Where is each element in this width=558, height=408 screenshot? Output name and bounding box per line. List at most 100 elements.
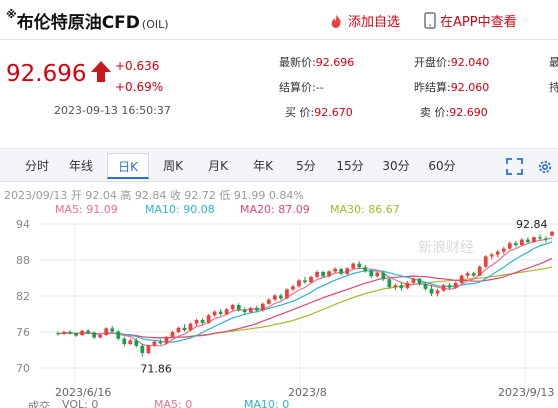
candle-body xyxy=(417,278,422,284)
candle-body xyxy=(134,340,139,346)
candle-body xyxy=(218,311,223,314)
candle-body xyxy=(110,328,115,332)
tab-yearly-k[interactable]: 年K xyxy=(253,159,273,173)
tab-daily-k[interactable]: 日K xyxy=(107,153,149,179)
candle-body xyxy=(501,248,506,252)
candle-body xyxy=(550,231,554,236)
candle-body xyxy=(56,333,60,335)
title-mark: ※ xyxy=(6,8,17,21)
ohlc-summary: 2023/09/13 开 92.04 高 92.84 收 92.72 低 91.… xyxy=(4,189,304,202)
candlestick-chart[interactable]: 94 88 82 76 70 新浪财经 92.84 71.86 2023/6/16 2023/8 2… xyxy=(0,218,558,400)
candle-body xyxy=(520,239,524,245)
tab-intraday[interactable]: 分时 xyxy=(24,159,49,173)
open-in-app-button[interactable]: 在APP中查看 xyxy=(424,11,517,30)
latest-price-label: 最新价: xyxy=(279,56,316,69)
page-title: ※布伦特原油CFD (OIL) xyxy=(6,8,169,33)
candle-body xyxy=(206,315,211,323)
volume-value: VOL: 0 xyxy=(62,398,99,408)
add-watchlist-label: 添加自选 xyxy=(348,15,401,30)
volume-ma5: MA5: 0 xyxy=(154,398,193,408)
ma5-line xyxy=(57,237,553,347)
y-tick-label: 82 xyxy=(16,290,30,303)
candle-body xyxy=(435,290,440,294)
ma30-legend: MA30: 86.67 xyxy=(330,203,400,216)
candle-body xyxy=(140,345,145,353)
flame-icon xyxy=(331,13,341,28)
tab-15min[interactable]: 15分 xyxy=(336,159,364,173)
candle-body xyxy=(447,285,452,288)
add-watchlist-button[interactable]: 添加自选 xyxy=(328,11,400,30)
candle-body xyxy=(387,279,392,287)
tab-60min[interactable]: 60分 xyxy=(428,159,456,173)
candle-body xyxy=(303,280,307,283)
prev-settle-value: 92.060 xyxy=(450,81,490,94)
candle-body xyxy=(254,308,259,311)
cut-off-field-2: 持 xyxy=(549,81,558,94)
ma10-legend: MA10: 90.08 xyxy=(145,203,215,216)
x-tick-label: 2023/9/13 xyxy=(498,386,554,399)
instrument-code: (OIL) xyxy=(141,18,169,31)
candle-body xyxy=(363,267,368,271)
candle-body xyxy=(315,272,319,277)
tab-30min[interactable]: 30分 xyxy=(382,159,410,173)
low-price-label: 71.86 xyxy=(140,363,172,376)
candle-body xyxy=(411,278,416,283)
candle-body xyxy=(423,284,428,289)
candle-body xyxy=(495,251,500,255)
y-tick-label: 70 xyxy=(16,362,30,375)
open-price-label: 开盘价: xyxy=(414,56,451,69)
candle-body xyxy=(399,285,404,289)
candle-body xyxy=(507,243,512,249)
candle-body xyxy=(489,254,494,257)
candle-body xyxy=(230,305,235,310)
candle-body xyxy=(86,330,90,333)
candle-body xyxy=(116,331,121,339)
open-price-field: 开盘价:92.040 xyxy=(414,54,489,70)
ma5-legend: MA5: 91.09 xyxy=(55,203,118,216)
cut-off-field-1: 最 xyxy=(549,56,558,69)
candle-body xyxy=(152,341,157,346)
candle-body xyxy=(477,266,482,276)
candle-body xyxy=(291,286,295,290)
candle-body xyxy=(345,268,350,274)
candle-body xyxy=(297,280,301,287)
y-tick-label: 76 xyxy=(16,326,30,339)
candle-body xyxy=(532,237,536,242)
y-tick-label: 88 xyxy=(16,254,30,267)
quote-timestamp: 2023-09-13 16:50:37 xyxy=(54,104,171,117)
candle-body xyxy=(212,311,217,316)
candle-body xyxy=(483,256,488,267)
ask-price-value: 92.690 xyxy=(449,106,488,119)
x-tick-label: 2023/8 xyxy=(288,386,327,399)
up-arrow-icon xyxy=(91,61,111,82)
candle-body xyxy=(339,269,344,274)
tab-5min[interactable]: 5分 xyxy=(296,159,316,173)
candle-body xyxy=(248,308,253,313)
settings-icon[interactable] xyxy=(536,158,554,176)
candle-body xyxy=(236,305,241,310)
candle-body xyxy=(429,288,434,294)
open-in-app-label: 在APP中查看 xyxy=(440,15,517,30)
candle-body xyxy=(260,303,265,311)
tab-monthly-k[interactable]: 月K xyxy=(208,159,228,173)
settle-price-value: -- xyxy=(315,81,324,94)
tab-year-line[interactable]: 年线 xyxy=(68,159,93,173)
candle-body xyxy=(104,328,109,335)
candle-body xyxy=(538,237,542,239)
candle-body xyxy=(182,327,187,331)
candle-body xyxy=(224,309,229,314)
candle-body xyxy=(68,332,72,334)
candle-body xyxy=(170,332,175,337)
latest-price-field: 最新价:92.696 xyxy=(279,54,354,70)
x-tick-label: 2023/6/16 xyxy=(55,386,111,399)
tab-weekly-k[interactable]: 周K xyxy=(163,159,183,173)
open-price-value: 92.040 xyxy=(450,56,490,69)
candle-body xyxy=(188,323,193,331)
candle-body xyxy=(200,320,205,323)
candle-body xyxy=(279,295,283,299)
volume-label: 成交 xyxy=(28,400,50,408)
fullscreen-icon[interactable] xyxy=(506,158,523,175)
candle-body xyxy=(375,272,380,277)
candle-body xyxy=(544,238,548,240)
candle-body xyxy=(273,295,277,300)
